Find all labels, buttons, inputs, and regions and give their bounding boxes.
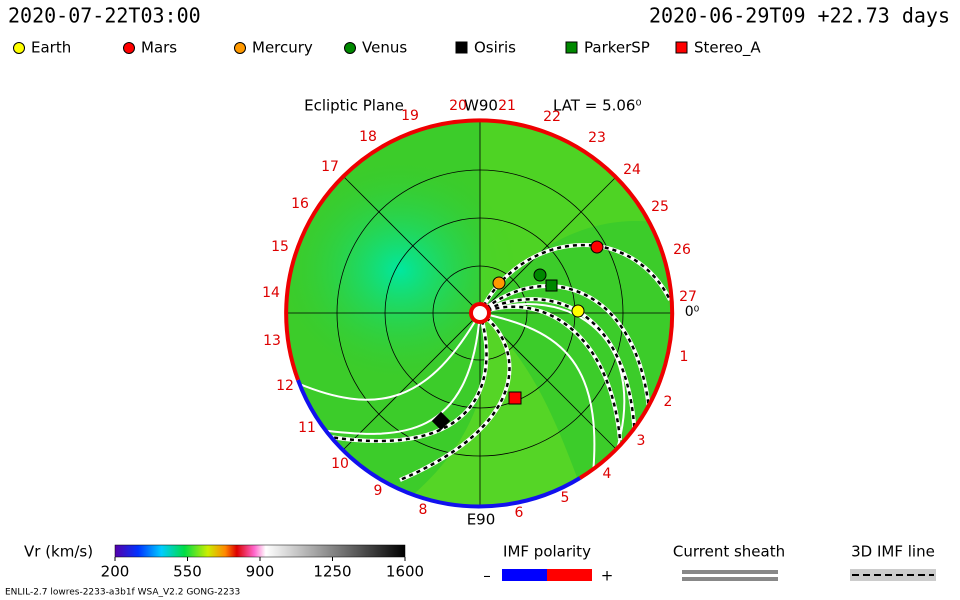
- mars-marker: [590, 240, 604, 254]
- legend: Earth Mars Mercury Venus Osiris ParkerSP Stere…: [13, 39, 761, 58]
- day-label: 17: [321, 159, 339, 175]
- day-label: 1: [680, 349, 689, 365]
- colorbar-tick-label: 200: [101, 563, 130, 581]
- day-label: 5: [561, 490, 570, 506]
- legend-marker: [234, 42, 246, 54]
- plane-label: Ecliptic Plane: [304, 97, 404, 115]
- e90-label: E90: [467, 511, 496, 529]
- day-label: 23: [588, 130, 606, 146]
- colorbar-tick-label: 550: [173, 563, 202, 581]
- imf-line-bg: [850, 569, 936, 581]
- reference-label: 2020-06-29T09 +22.73 days: [649, 4, 950, 28]
- imf-line-title: 3D IMF line: [851, 543, 935, 561]
- day-label: 24: [623, 162, 641, 178]
- day-label: 3: [637, 433, 646, 449]
- legend-label: Mars: [141, 39, 177, 57]
- sheath-title: Current sheath: [673, 543, 785, 561]
- day-label: 25: [651, 199, 669, 215]
- footer: ENLIL-2.7 lowres-2233-a3b1f WSA_V2.2 GON…: [5, 588, 240, 598]
- legend-marker: [123, 42, 135, 54]
- day-label: 15: [271, 239, 289, 255]
- legend-marker: [565, 41, 578, 54]
- day-label: 9: [374, 483, 383, 499]
- stereo-a-marker: [508, 391, 522, 405]
- day-label: 26: [673, 242, 691, 258]
- legend-label: Earth: [31, 39, 71, 57]
- region: [380, 313, 600, 506]
- legend-label: Mercury: [252, 39, 313, 57]
- time-label: 2020-07-22T03:00: [8, 4, 201, 28]
- day-label: 27: [679, 289, 697, 305]
- legend-marker: [344, 42, 356, 54]
- legend-label: Stereo_A: [694, 39, 761, 58]
- day-label: 18: [359, 129, 377, 145]
- day-label: 2: [664, 394, 673, 410]
- day-label: 16: [291, 196, 309, 212]
- colorbar-title: Vr (km/s): [24, 543, 93, 561]
- colorbar-tick-label: 1600: [386, 563, 424, 581]
- colorbar-tick-label: 900: [246, 563, 275, 581]
- day-label: 22: [543, 109, 561, 125]
- legend-label: Venus: [362, 39, 407, 57]
- day-label: 4: [603, 466, 612, 482]
- imf-title: IMF polarity: [503, 543, 591, 561]
- osiris-marker: [431, 411, 451, 431]
- day-label: 20: [449, 98, 467, 114]
- earth-marker: [571, 304, 585, 318]
- imf-plus: +: [601, 567, 614, 585]
- imf-positive: [547, 569, 592, 581]
- colorbar-ticks: 200 550 900 1250 1600: [101, 557, 424, 581]
- legend-label: ParkerSP: [584, 39, 650, 57]
- parkersp-marker: [545, 279, 558, 292]
- day-label: 12: [276, 378, 294, 394]
- legend-label: Osiris: [474, 39, 516, 57]
- day-label: 10: [331, 456, 349, 472]
- imf-negative: [502, 569, 547, 581]
- mercury-marker: [492, 276, 506, 290]
- legend-marker: [455, 41, 468, 54]
- venus-marker: [533, 268, 547, 282]
- colorbar-tick-label: 1250: [313, 563, 351, 581]
- day-label: 6: [515, 505, 524, 521]
- imf-minus: –: [483, 567, 491, 585]
- fast-wind: [287, 160, 520, 380]
- legend-marker: [13, 42, 25, 54]
- day-label: 13: [263, 333, 281, 349]
- disk: [287, 120, 673, 506]
- day-label: 14: [262, 285, 280, 301]
- day-label: 19: [401, 108, 419, 124]
- legend-marker: [675, 41, 688, 54]
- sector-positive: [284, 118, 675, 480]
- w90-label: W90: [464, 97, 498, 115]
- day-label: 0⁰: [685, 304, 700, 320]
- day-label: 11: [298, 420, 316, 436]
- sun: [469, 302, 491, 324]
- colorbar: [114, 544, 406, 558]
- day-label: 8: [419, 502, 428, 518]
- lat-label: LAT = 5.06⁰: [553, 97, 641, 115]
- sector-negative: [296, 379, 582, 509]
- spacecraft: [431, 240, 604, 431]
- day-label: 21: [498, 98, 516, 114]
